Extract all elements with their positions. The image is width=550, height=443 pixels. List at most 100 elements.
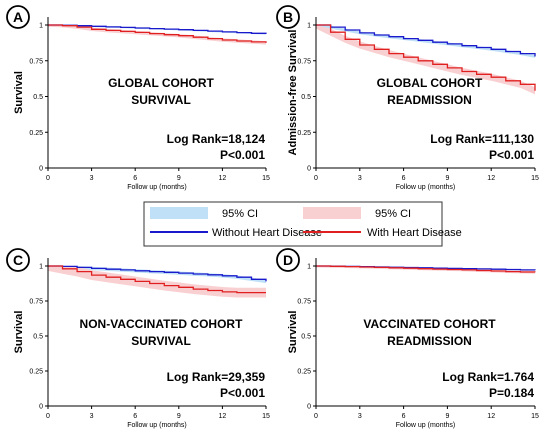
y-tick-label: 1 [39,23,43,30]
y-tick-label: 0.25 [29,130,43,137]
y-tick-label: 0 [307,166,311,173]
x-axis-label: Follow up (months) [396,422,456,429]
series-line-with-heart-disease [316,265,536,273]
panel-letter: D [283,252,293,268]
panel-annotation: SURVIVAL [131,93,191,107]
y-tick-label: 0 [39,166,43,173]
log-rank-stat: P<0.001 [220,386,265,400]
legend-line-label-with: With Heart Disease [367,227,462,239]
panel-annotation: READMISSION [387,334,472,348]
panel-annotation: NON-VACCINATED COHORT [80,317,244,331]
x-tick-label: 3 [358,175,362,182]
panel-letter-badge [276,5,300,29]
panel-letter: A [13,9,23,25]
y-tick-label: 0.75 [29,58,43,65]
y-tick-label: 0.25 [29,369,43,376]
x-tick-label: 12 [219,175,227,182]
x-tick-label: 0 [46,413,50,420]
panel-letter: B [283,9,293,25]
y-tick-label: 1 [307,264,311,271]
panel-letter-badge [276,248,300,272]
panel-annotation: GLOBAL COHORT [108,76,214,90]
x-tick-label: 9 [445,175,449,182]
x-tick-label: 3 [90,413,94,420]
panel-annotation: GLOBAL COHORT [377,76,483,90]
panel-annotation: SURVIVAL [131,334,191,348]
y-axis-label: Admission-free Survival [287,30,299,156]
log-rank-stat: P=0.184 [489,386,534,400]
log-rank-stat: Log Rank=111,130 [430,132,534,146]
series-line-with-heart-disease [316,24,536,91]
log-rank-stat: P<0.001 [489,148,534,162]
x-tick-label: 3 [358,413,362,420]
panel-letter-badge [6,248,30,272]
x-tick-label: 0 [314,413,318,420]
ci-band-without-heart-disease [48,266,266,284]
series-line-without-heart-disease [48,265,267,282]
x-tick-label: 15 [262,413,270,420]
y-tick-label: 1 [39,264,43,271]
log-rank-stat: Log Rank=29,359 [167,370,266,384]
x-axis-label: Follow up (months) [396,184,456,191]
x-tick-label: 9 [445,413,449,420]
x-tick-label: 12 [487,413,495,420]
x-tick-label: 6 [133,175,137,182]
log-rank-stat: Log Rank=1.764 [442,370,534,384]
panel-letter-badge [6,5,30,29]
series-line-with-heart-disease [48,265,266,294]
y-axis-label: Survival [13,71,25,114]
x-tick-label: 12 [219,413,227,420]
series-line-without-heart-disease [48,24,267,34]
y-tick-label: 0 [307,404,311,411]
ci-band-with-heart-disease [48,25,266,45]
x-tick-label: 0 [314,175,318,182]
panel-letter: C [13,252,23,268]
x-tick-label: 0 [46,175,50,182]
y-tick-label: 0.5 [301,94,311,101]
x-tick-label: 9 [177,175,181,182]
legend-ci-label-without: 95% CI [222,208,258,220]
x-tick-label: 6 [402,175,406,182]
ci-band-without-heart-disease [48,25,266,35]
ci-band-with-heart-disease [316,25,535,95]
panel-d: 0 3 6 9 12 15 0 0.25 0.5 0.75 1 Follow up (months) S… [276,248,539,429]
ci-band-with-heart-disease [316,266,535,274]
legend: 95% CI 95% CI Without Heart Disease With… [143,201,462,247]
x-tick-label: 15 [531,413,539,420]
log-rank-stat: Log Rank=18,124 [167,132,266,146]
x-tick-label: 15 [262,175,270,182]
y-tick-label: 0.75 [29,299,43,306]
x-tick-label: 6 [133,413,137,420]
panel-annotation: READMISSION [387,93,472,107]
series-line-without-heart-disease [316,24,536,57]
y-axis-label: Survival [13,311,25,354]
y-tick-label: 0.75 [297,299,311,306]
x-axis-label: Follow up (months) [127,422,187,429]
y-tick-label: 0.5 [33,94,43,101]
legend-ci-swatch-without [150,207,208,219]
y-tick-label: 0.75 [297,58,311,65]
legend-line-label-without: Without Heart Disease [212,227,322,239]
log-rank-stat: P<0.001 [220,148,265,162]
y-axis-label: Survival [287,311,299,354]
series-line-with-heart-disease [48,24,267,43]
x-tick-label: 12 [487,175,495,182]
y-tick-label: 0.25 [297,369,311,376]
y-tick-label: 1 [307,23,311,30]
y-tick-label: 0.5 [301,334,311,341]
panel-c: 0 3 6 9 12 15 0 0.25 0.5 0.75 1 Follow up (months) S… [6,248,270,429]
x-tick-label: 3 [90,175,94,182]
panel-a: 0 3 6 9 12 15 0 0.25 0.5 0.75 1 Follow up (months) S… [6,5,270,191]
panel-b: 0 3 6 9 12 15 0 0.25 0.5 0.75 1 Follow up (months) A… [276,5,539,191]
legend-ci-label-with: 95% CI [375,208,411,220]
x-tick-label: 9 [177,413,181,420]
legend-ci-swatch-with [303,207,361,219]
y-tick-label: 0 [39,404,43,411]
y-tick-label: 0.5 [33,334,43,341]
x-tick-label: 6 [402,413,406,420]
panel-annotation: VACCINATED COHORT [363,317,496,331]
y-tick-label: 0.25 [297,130,311,137]
x-tick-label: 15 [531,175,539,182]
x-axis-label: Follow up (months) [127,184,187,191]
